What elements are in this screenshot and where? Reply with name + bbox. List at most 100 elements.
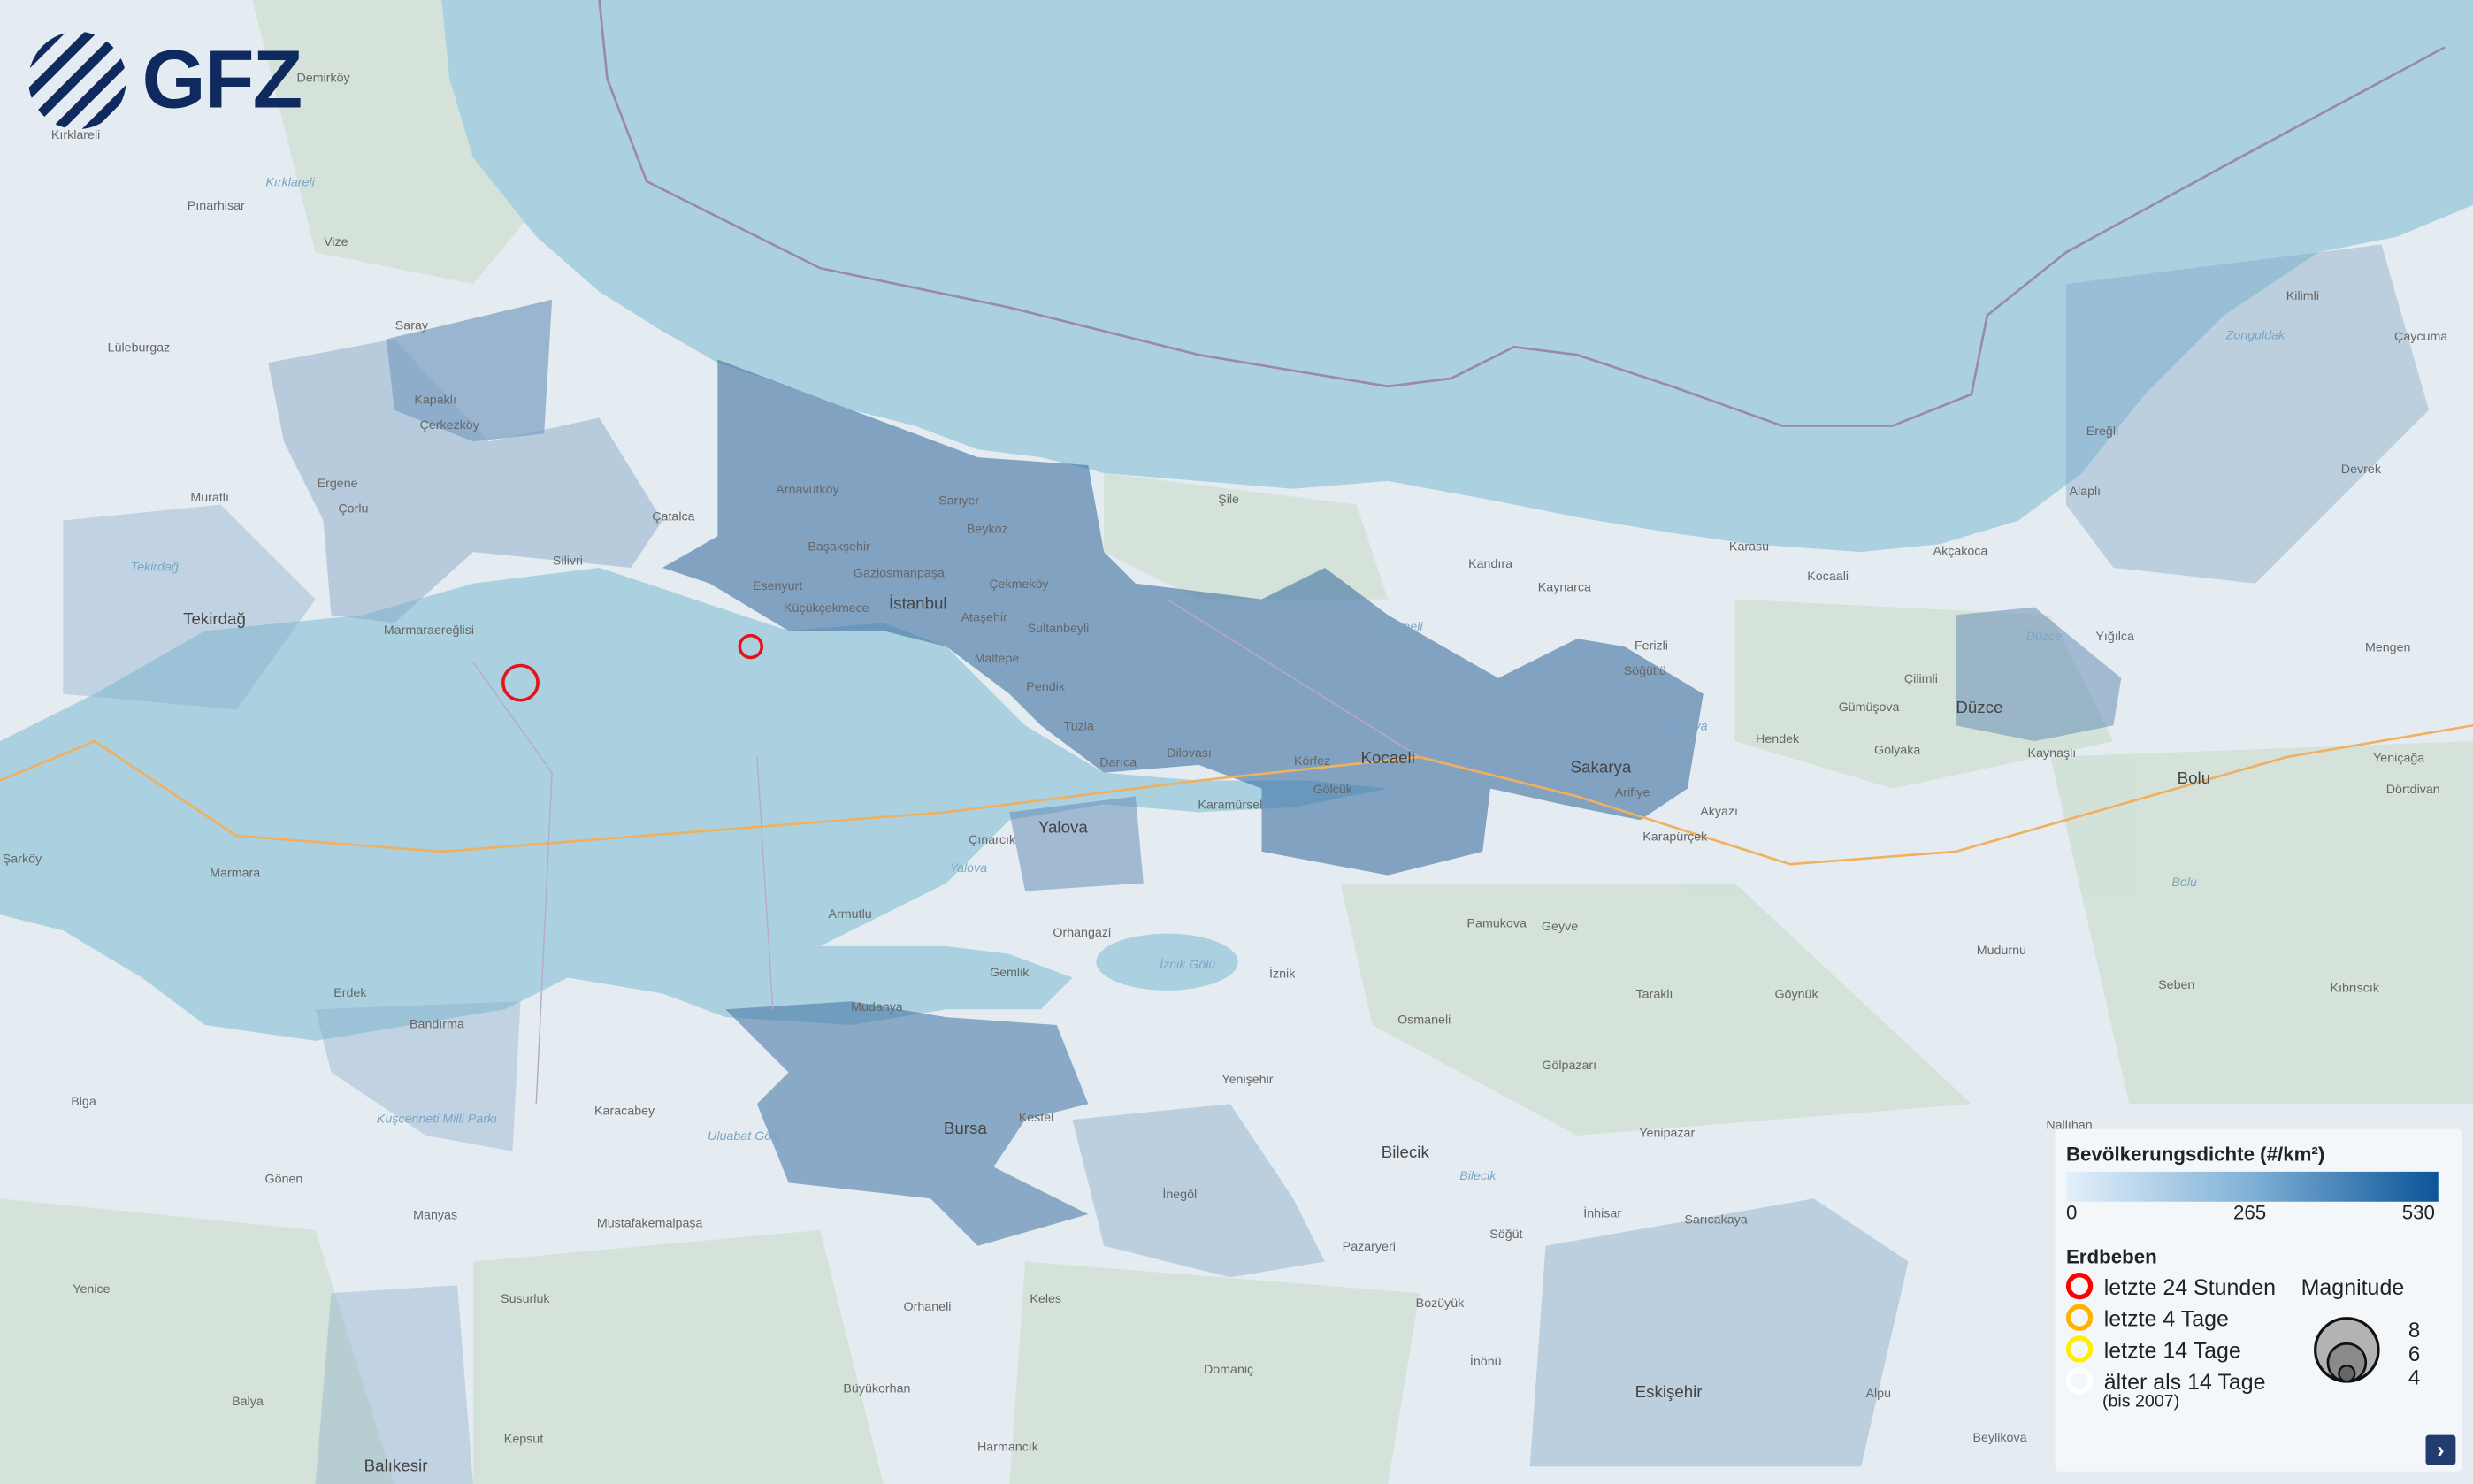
place-label: Akçakoca bbox=[1933, 545, 1988, 559]
place-label: İstanbul bbox=[889, 593, 947, 612]
place-label: Pendik bbox=[1026, 680, 1065, 694]
sea-of-marmara bbox=[0, 567, 1389, 1041]
earthquake-marker[interactable] bbox=[501, 663, 540, 702]
place-label: Tuzla bbox=[1064, 720, 1094, 734]
place-label: Söğüt bbox=[1489, 1228, 1522, 1242]
legend-label: letzte 4 Tage bbox=[2103, 1304, 2229, 1331]
black-sea bbox=[441, 0, 2473, 553]
place-label: Kocaeli bbox=[1360, 748, 1414, 767]
place-labels: Kırklareli Demirköy Pınarhisar Vize Lüleburg… bbox=[3, 72, 2448, 1475]
place-label: Manyas bbox=[413, 1208, 457, 1222]
place-label: Orhaneli bbox=[904, 1300, 952, 1314]
place-label: Küçükçekmece bbox=[784, 601, 869, 616]
place-label: Balıkesir bbox=[364, 1457, 428, 1475]
earthquake-markers[interactable] bbox=[501, 633, 764, 702]
place-label: Kıbrıscık bbox=[2331, 982, 2380, 996]
place-label: Orhangazi bbox=[1053, 926, 1111, 940]
place-label: Düzce bbox=[2026, 630, 2062, 644]
magnitude-value: 4 bbox=[2408, 1365, 2421, 1389]
place-label: Gölcük bbox=[1313, 783, 1353, 797]
legend-label: letzte 14 Tage bbox=[2103, 1336, 2241, 1362]
place-label: Gölpazarı bbox=[1542, 1059, 1596, 1073]
place-label: Lüleburgaz bbox=[108, 341, 171, 356]
place-label: Tekirdağ bbox=[183, 609, 246, 628]
place-label: Arnavutköy bbox=[776, 483, 839, 497]
place-label: Mustafakemalpaşa bbox=[597, 1216, 703, 1230]
place-label: Kırklareli bbox=[51, 128, 100, 142]
place-label: Alpu bbox=[1865, 1387, 1891, 1401]
magnitude-title: Magnitude bbox=[2301, 1274, 2405, 1300]
magnitude-circles-icon bbox=[2314, 1317, 2380, 1383]
place-label: Mudanya bbox=[851, 1000, 903, 1014]
density-tick: 0 bbox=[2065, 1201, 2078, 1224]
place-label: Çorlu bbox=[338, 502, 368, 516]
place-label: Vize bbox=[324, 235, 348, 249]
place-label: Zonguldak bbox=[2225, 328, 2285, 342]
place-label: Bilecik bbox=[1382, 1143, 1430, 1161]
place-label: Göynük bbox=[1774, 988, 1818, 1002]
gfz-logo: GFZ bbox=[28, 31, 302, 130]
place-label: Susurluk bbox=[501, 1292, 550, 1306]
place-label: Gemlik bbox=[990, 966, 1030, 980]
place-label: Pazaryeri bbox=[1343, 1240, 1396, 1254]
place-label: Ferizli bbox=[1635, 639, 1668, 654]
legend-item-24h: letzte 24 Stunden bbox=[2065, 1273, 2276, 1300]
place-label: Bozüyük bbox=[1416, 1297, 1466, 1311]
place-label: Sarıcakaya bbox=[1684, 1213, 1747, 1228]
place-label: Gümüşova bbox=[1839, 700, 1900, 715]
place-label: Taraklı bbox=[1636, 988, 1673, 1002]
place-label: Karamürsel bbox=[1198, 799, 1262, 813]
place-label: Çekmeköy bbox=[989, 578, 1049, 592]
place-label: Gölyaka bbox=[1874, 743, 1920, 757]
place-label: Mudurnu bbox=[1977, 944, 2026, 958]
place-label: Sakarya bbox=[1571, 758, 1632, 776]
place-label: Başakşehir bbox=[808, 539, 870, 554]
place-label: İznik bbox=[1269, 966, 1296, 982]
place-label: Söğütlü bbox=[1624, 664, 1666, 678]
place-label: Kocaali bbox=[1807, 570, 1849, 584]
place-label: Esenyurt bbox=[753, 579, 802, 593]
place-label: Bursa bbox=[944, 1119, 987, 1137]
place-label: Yalova bbox=[950, 861, 988, 876]
place-label: Tekirdağ bbox=[131, 561, 179, 575]
iznik-lake bbox=[1096, 933, 1238, 991]
place-label: İnönü bbox=[1470, 1353, 1502, 1369]
place-label: Dilovası bbox=[1167, 746, 1212, 761]
legend-item-older: älter als 14 Tage bbox=[2065, 1366, 2266, 1395]
gfz-logo-text: GFZ bbox=[142, 34, 302, 126]
place-label: Mengen bbox=[2365, 640, 2411, 654]
place-label: Maltepe bbox=[975, 652, 1020, 666]
density-color-scale bbox=[2065, 1171, 2439, 1202]
place-label: Osmaneli bbox=[1397, 1013, 1451, 1027]
place-label: Harmancık bbox=[977, 1441, 1039, 1455]
place-label: Arifiye bbox=[1615, 785, 1650, 799]
legend-item-14d: letzte 14 Tage bbox=[2065, 1335, 2241, 1363]
place-label: Muratlı bbox=[190, 491, 229, 505]
place-label: Kocaeli bbox=[1382, 620, 1424, 634]
boundaries bbox=[0, 0, 2473, 1105]
place-label: Sarıyer bbox=[938, 494, 979, 509]
place-label: Pamukova bbox=[1467, 916, 1527, 930]
legend-label: älter als 14 Tage bbox=[2103, 1367, 2266, 1394]
place-label: Alaplı bbox=[2070, 485, 2102, 499]
place-label: Balya bbox=[232, 1395, 264, 1409]
ring-red-icon bbox=[2065, 1273, 2094, 1300]
place-label: Kaynarca bbox=[1538, 581, 1591, 595]
place-label: Kaynaşlı bbox=[2028, 746, 2077, 761]
place-label: Marmara bbox=[210, 866, 260, 880]
place-label: Saray bbox=[395, 319, 429, 333]
place-label: Demirköy bbox=[296, 72, 350, 86]
place-label: Ergene bbox=[318, 477, 358, 491]
place-label: Yenipazar bbox=[1639, 1127, 1695, 1141]
place-label: Çerkezköy bbox=[420, 418, 480, 432]
place-label: Yeniçağa bbox=[2373, 751, 2424, 765]
legend-next-button[interactable]: › bbox=[2425, 1434, 2456, 1465]
place-label: Çatalca bbox=[652, 509, 694, 524]
place-label: Kepsut bbox=[504, 1433, 543, 1447]
place-label: Büyükorhan bbox=[843, 1382, 910, 1396]
ring-orange-icon bbox=[2065, 1304, 2094, 1331]
earthquake-marker[interactable] bbox=[738, 633, 764, 660]
place-label: Bilecik bbox=[1459, 1169, 1497, 1183]
